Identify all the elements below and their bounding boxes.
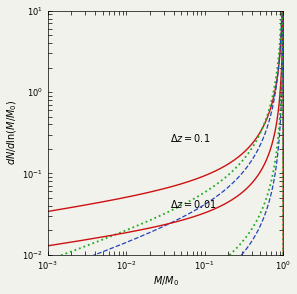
Text: $\Delta z = 0.01$: $\Delta z = 0.01$	[170, 198, 217, 210]
Text: $\Delta z = 0.1$: $\Delta z = 0.1$	[170, 132, 211, 144]
Y-axis label: $dN / d\ln(M/M_0)$: $dN / d\ln(M/M_0)$	[6, 100, 19, 165]
X-axis label: $M/M_0$: $M/M_0$	[153, 275, 178, 288]
